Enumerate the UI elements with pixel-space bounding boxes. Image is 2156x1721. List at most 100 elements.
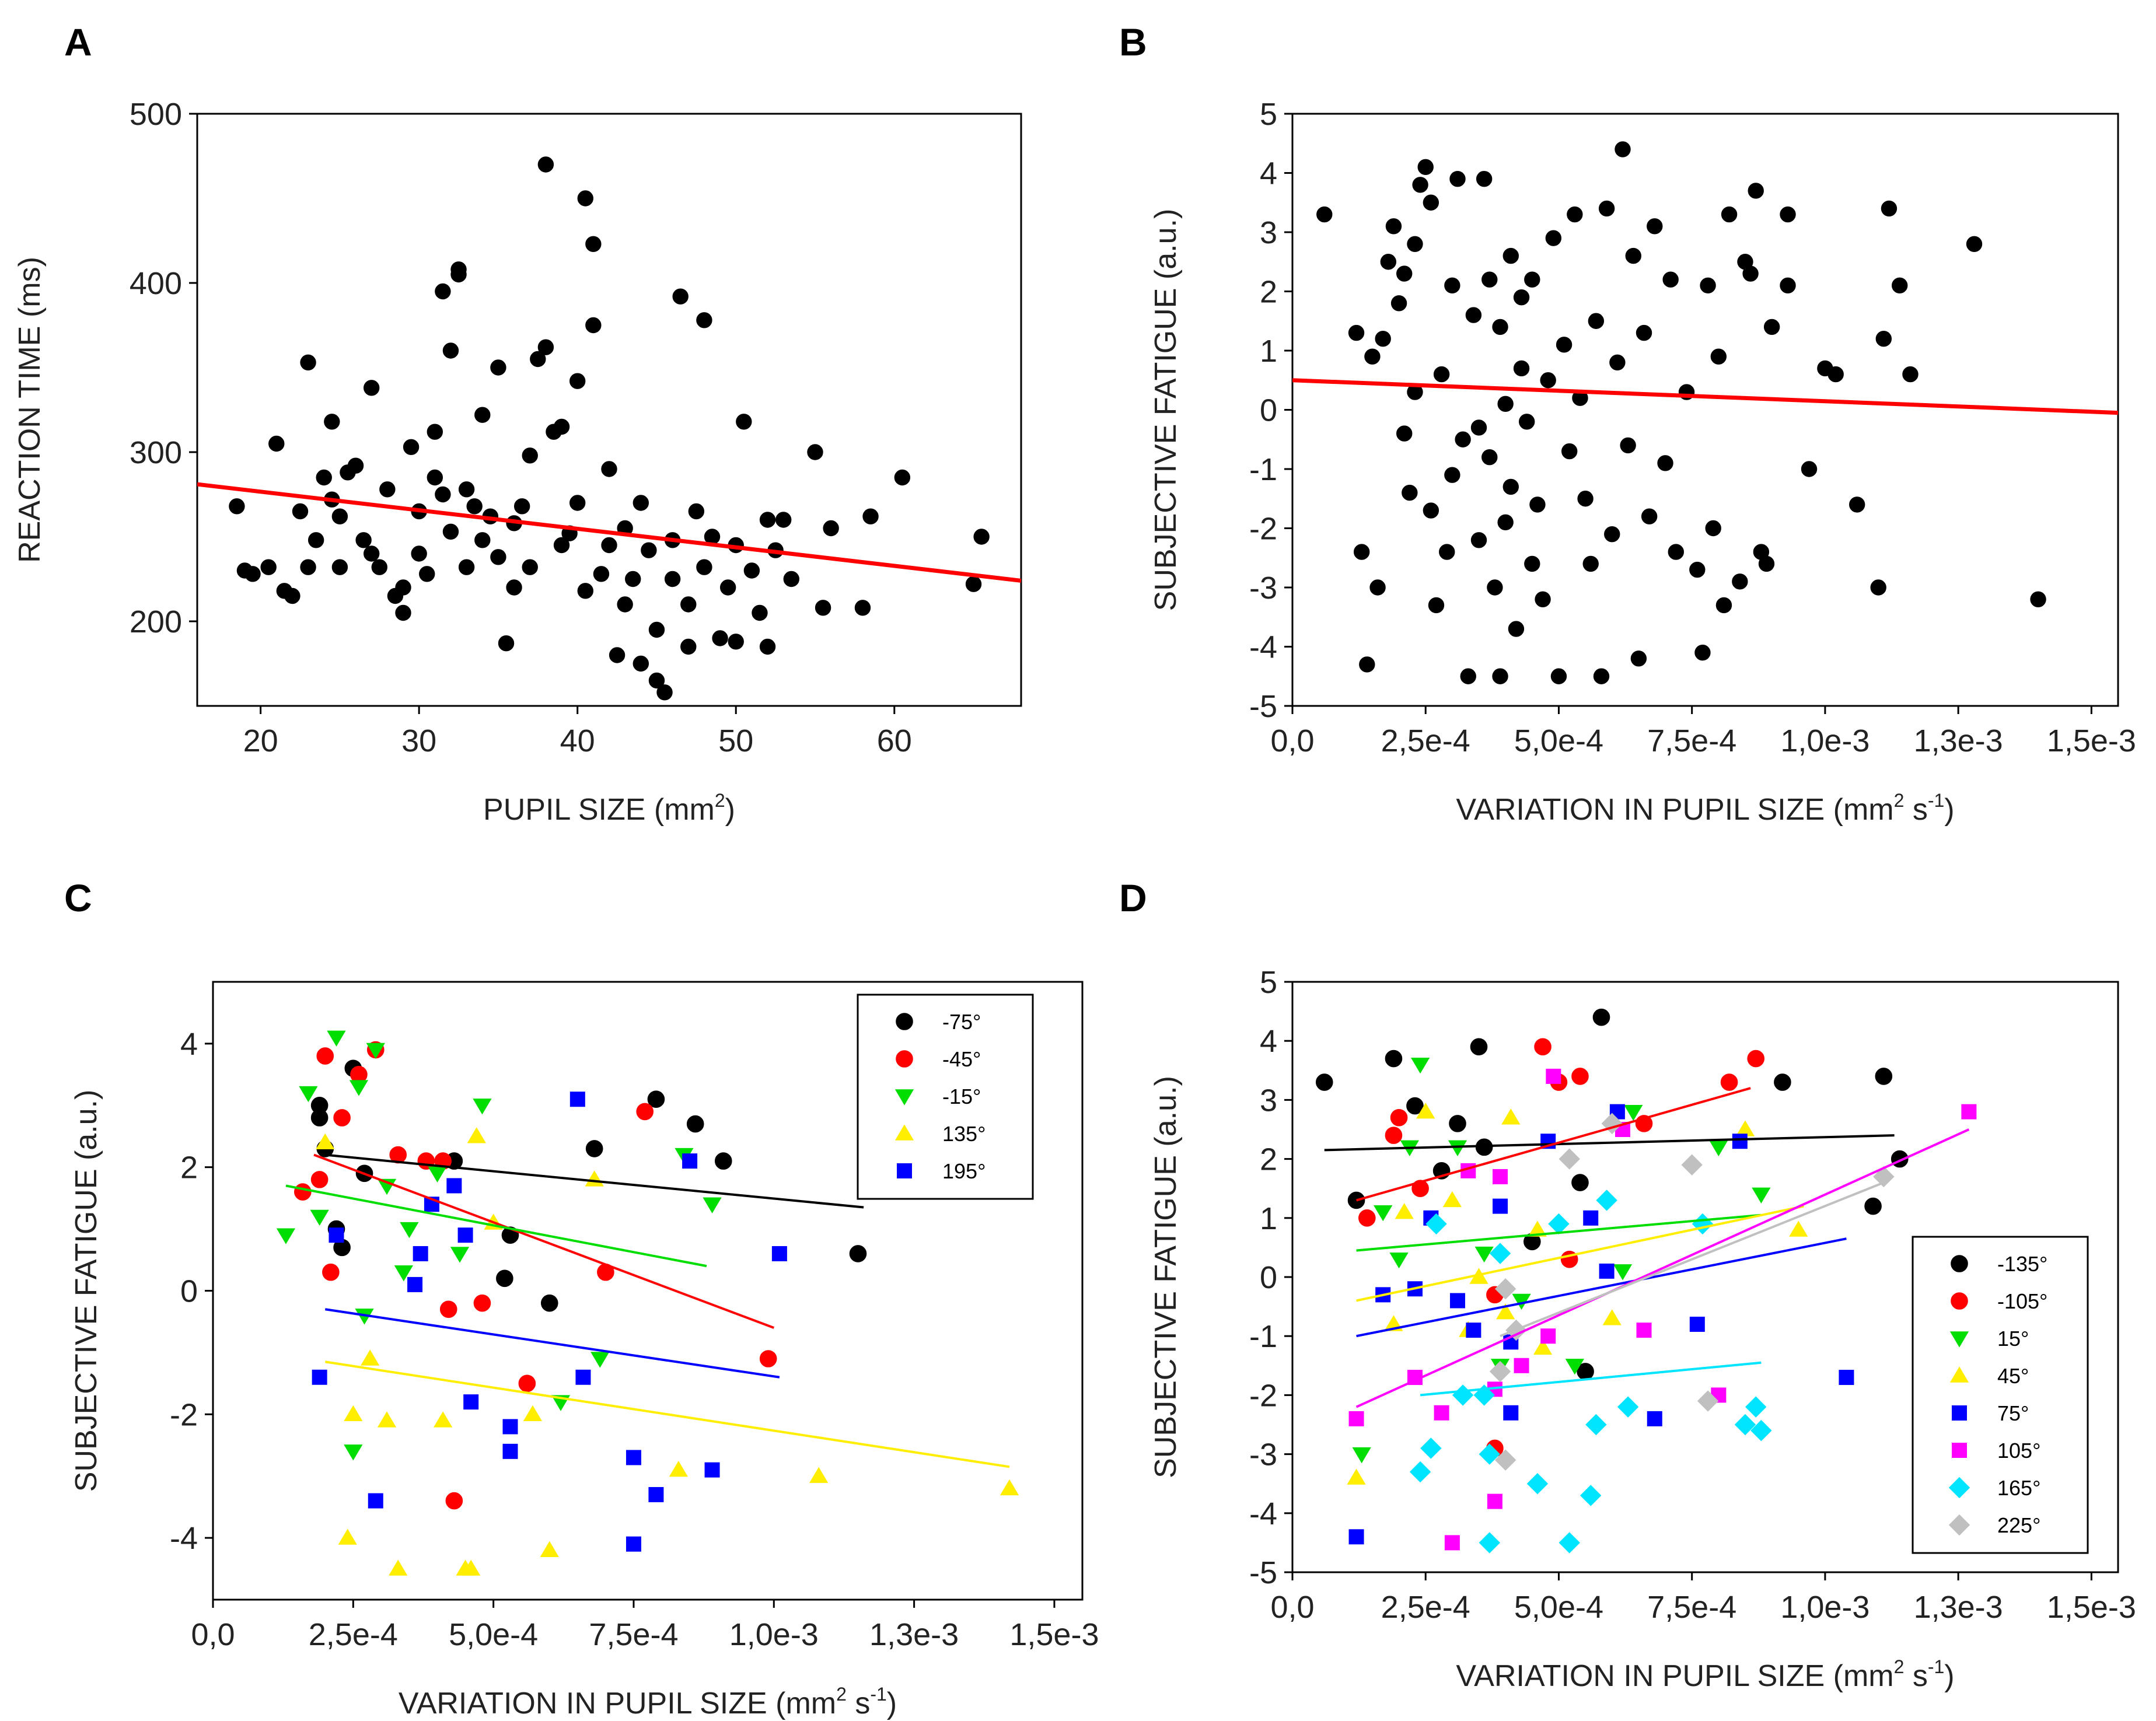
data-point — [1348, 1411, 1364, 1426]
data-point — [569, 373, 586, 389]
data-point — [1518, 414, 1535, 430]
data-point — [656, 684, 673, 701]
y-tick-label: -5 — [1249, 689, 1277, 724]
regression-line — [197, 482, 1021, 583]
legend-label: 75° — [1997, 1401, 2029, 1425]
data-point — [1487, 579, 1503, 596]
data-point — [1385, 1127, 1403, 1144]
x-axis-title: PUPIL SIZE (mm2) — [483, 790, 735, 827]
data-point — [522, 559, 538, 575]
data-point — [1752, 1187, 1771, 1204]
data-point — [379, 481, 396, 498]
x-tick-label: 1,0e-3 — [1780, 723, 1870, 758]
data-point — [682, 1153, 698, 1169]
data-point — [626, 1450, 641, 1465]
data-point — [327, 1030, 346, 1047]
y-tick-label: 400 — [130, 266, 182, 301]
data-point — [585, 317, 602, 334]
y-tick-label: 5 — [1260, 965, 1277, 1000]
data-point — [1508, 621, 1525, 637]
panel-d: D 0,0 2,5e-4 5,0e-4 7,5e-4 1,0e-3 1,3e-3 1,5e-3… — [1119, 876, 2136, 1693]
data-point — [338, 1528, 357, 1545]
data-point — [815, 600, 831, 616]
data-point — [1460, 668, 1476, 684]
data-point — [537, 156, 554, 173]
data-point — [1585, 1414, 1607, 1436]
data-point — [1347, 1468, 1366, 1485]
data-point — [540, 1294, 558, 1312]
data-point — [728, 634, 744, 650]
data-point — [1636, 324, 1652, 341]
data-point — [688, 503, 705, 520]
regression-line — [1356, 1237, 1847, 1338]
data-point — [1529, 496, 1546, 513]
data-point — [1625, 247, 1641, 264]
data-point — [1620, 437, 1636, 454]
data-point — [442, 342, 459, 359]
data-point — [1497, 514, 1514, 531]
data-point — [450, 1247, 470, 1263]
data-point — [1465, 307, 1482, 323]
data-point — [1875, 1068, 1893, 1085]
data-point — [1315, 1073, 1333, 1091]
x-axis-title: VARIATION IN PUPIL SIZE (mm2 s-1) — [1456, 1656, 1954, 1693]
data-point — [807, 444, 823, 460]
data-point — [633, 655, 649, 672]
data-point — [467, 1127, 486, 1143]
data-point — [407, 1276, 423, 1292]
data-point — [1735, 1120, 1755, 1136]
data-point — [1617, 1396, 1639, 1418]
data-point — [783, 571, 799, 587]
data-point — [1423, 502, 1439, 519]
data-point — [585, 236, 602, 252]
data-point — [1689, 561, 1706, 578]
x-tick-label: 7,5e-4 — [589, 1617, 678, 1652]
legend-marker — [1952, 1443, 1967, 1458]
panel-c: C 0,0 2,5e-4 5,0e-4 7,5e-4 1,0e-3 1,3e-3 1,5e-3… — [64, 876, 1099, 1720]
data-point — [329, 1227, 344, 1243]
data-point — [1780, 277, 1796, 294]
data-point — [1881, 200, 1898, 217]
data-point — [446, 1178, 462, 1194]
legend-label: 225° — [1997, 1513, 2040, 1537]
data-point — [1561, 443, 1578, 460]
y-tick-label: -3 — [1249, 1437, 1277, 1472]
data-point — [363, 545, 380, 562]
data-point — [1417, 159, 1434, 176]
data-point — [1396, 265, 1413, 282]
data-point — [1609, 354, 1626, 370]
x-tick-label: 2,5e-4 — [309, 1617, 398, 1652]
x-tick-label: 1,0e-3 — [1780, 1590, 1870, 1625]
data-point — [1481, 449, 1498, 466]
data-point — [894, 469, 911, 486]
data-point — [577, 583, 593, 599]
data-point — [1514, 1358, 1529, 1373]
data-point — [736, 414, 752, 430]
data-point — [331, 559, 348, 575]
data-point — [1839, 1370, 1854, 1386]
data-point — [1624, 1104, 1643, 1121]
data-point — [1358, 1209, 1376, 1227]
y-tick-label: -2 — [1249, 1378, 1277, 1413]
data-point — [609, 647, 626, 663]
data-point — [1559, 1148, 1580, 1170]
data-point — [1449, 170, 1466, 187]
data-point — [1489, 1243, 1511, 1264]
panel-letter: D — [1119, 876, 1147, 919]
regression-line — [324, 1360, 1010, 1468]
data-point — [854, 600, 871, 616]
data-point — [575, 1369, 591, 1385]
data-point — [1444, 467, 1460, 483]
data-point — [1380, 254, 1397, 270]
data-point — [1546, 1068, 1561, 1084]
data-point — [1512, 1293, 1531, 1310]
data-point — [680, 596, 697, 613]
data-point — [1434, 1405, 1449, 1421]
data-point — [1470, 532, 1487, 548]
data-point — [395, 604, 411, 621]
data-point — [1406, 1097, 1424, 1115]
x-axis-title: VARIATION IN PUPIL SIZE (mm2 s-1) — [1456, 790, 1954, 827]
data-point — [518, 1374, 536, 1393]
data-point — [626, 1536, 641, 1552]
fit-lines — [1292, 378, 2118, 415]
